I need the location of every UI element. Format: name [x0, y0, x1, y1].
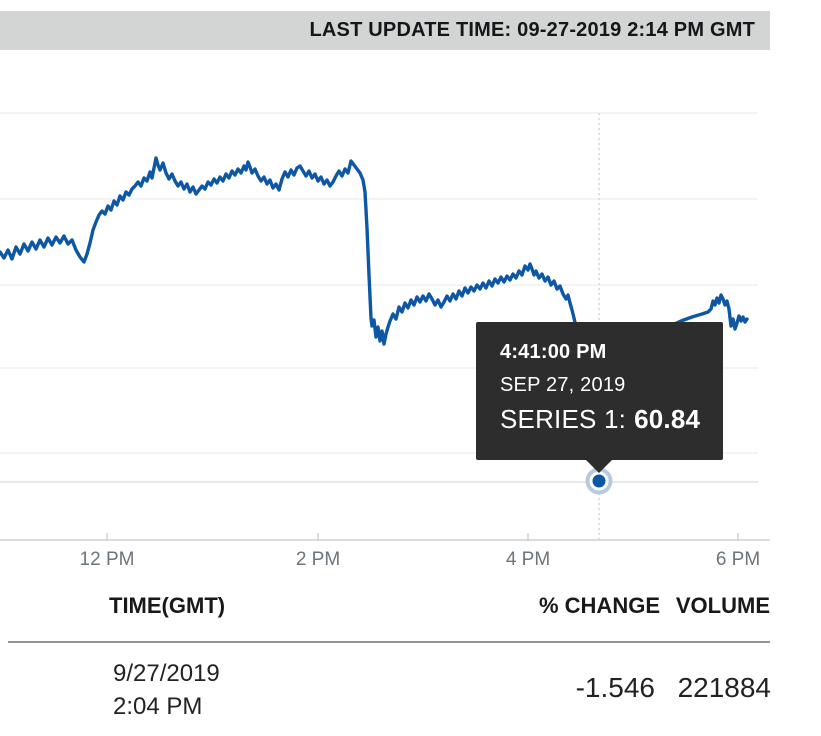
- row-volume: 221884: [677, 672, 771, 703]
- column-header-time: TIME(GMT): [109, 593, 226, 618]
- tooltip-date: SEP 27, 2019: [500, 374, 626, 396]
- column-header-pct-change: % CHANGE: [538, 593, 660, 618]
- row-time: 2:04 PM: [113, 693, 203, 720]
- last-update-text: LAST UPDATE TIME: 09-27-2019 2:14 PM GMT: [309, 19, 755, 41]
- row-pct-change: -1.546: [575, 672, 655, 703]
- price-chart[interactable]: [0, 0, 821, 585]
- tooltip-arrow-icon: [586, 460, 612, 473]
- tooltip-time: 4:41:00 PM: [500, 341, 607, 363]
- tooltip-value: 60.84: [634, 404, 701, 434]
- chart-tooltip: 4:41:00 PM SEP 27, 2019 SERIES 1: 60.84: [476, 322, 723, 473]
- row-date: 9/27/2019: [113, 660, 220, 687]
- table-divider: [8, 641, 770, 643]
- tooltip-series-label: SERIES 1:: [500, 404, 627, 434]
- tooltip-series-value: SERIES 1: 60.84: [500, 404, 723, 435]
- column-header-volume: VOLUME: [675, 593, 770, 618]
- selected-point-dot: [592, 474, 606, 488]
- last-update-bar: LAST UPDATE TIME: 09-27-2019 2:14 PM GMT: [0, 11, 770, 50]
